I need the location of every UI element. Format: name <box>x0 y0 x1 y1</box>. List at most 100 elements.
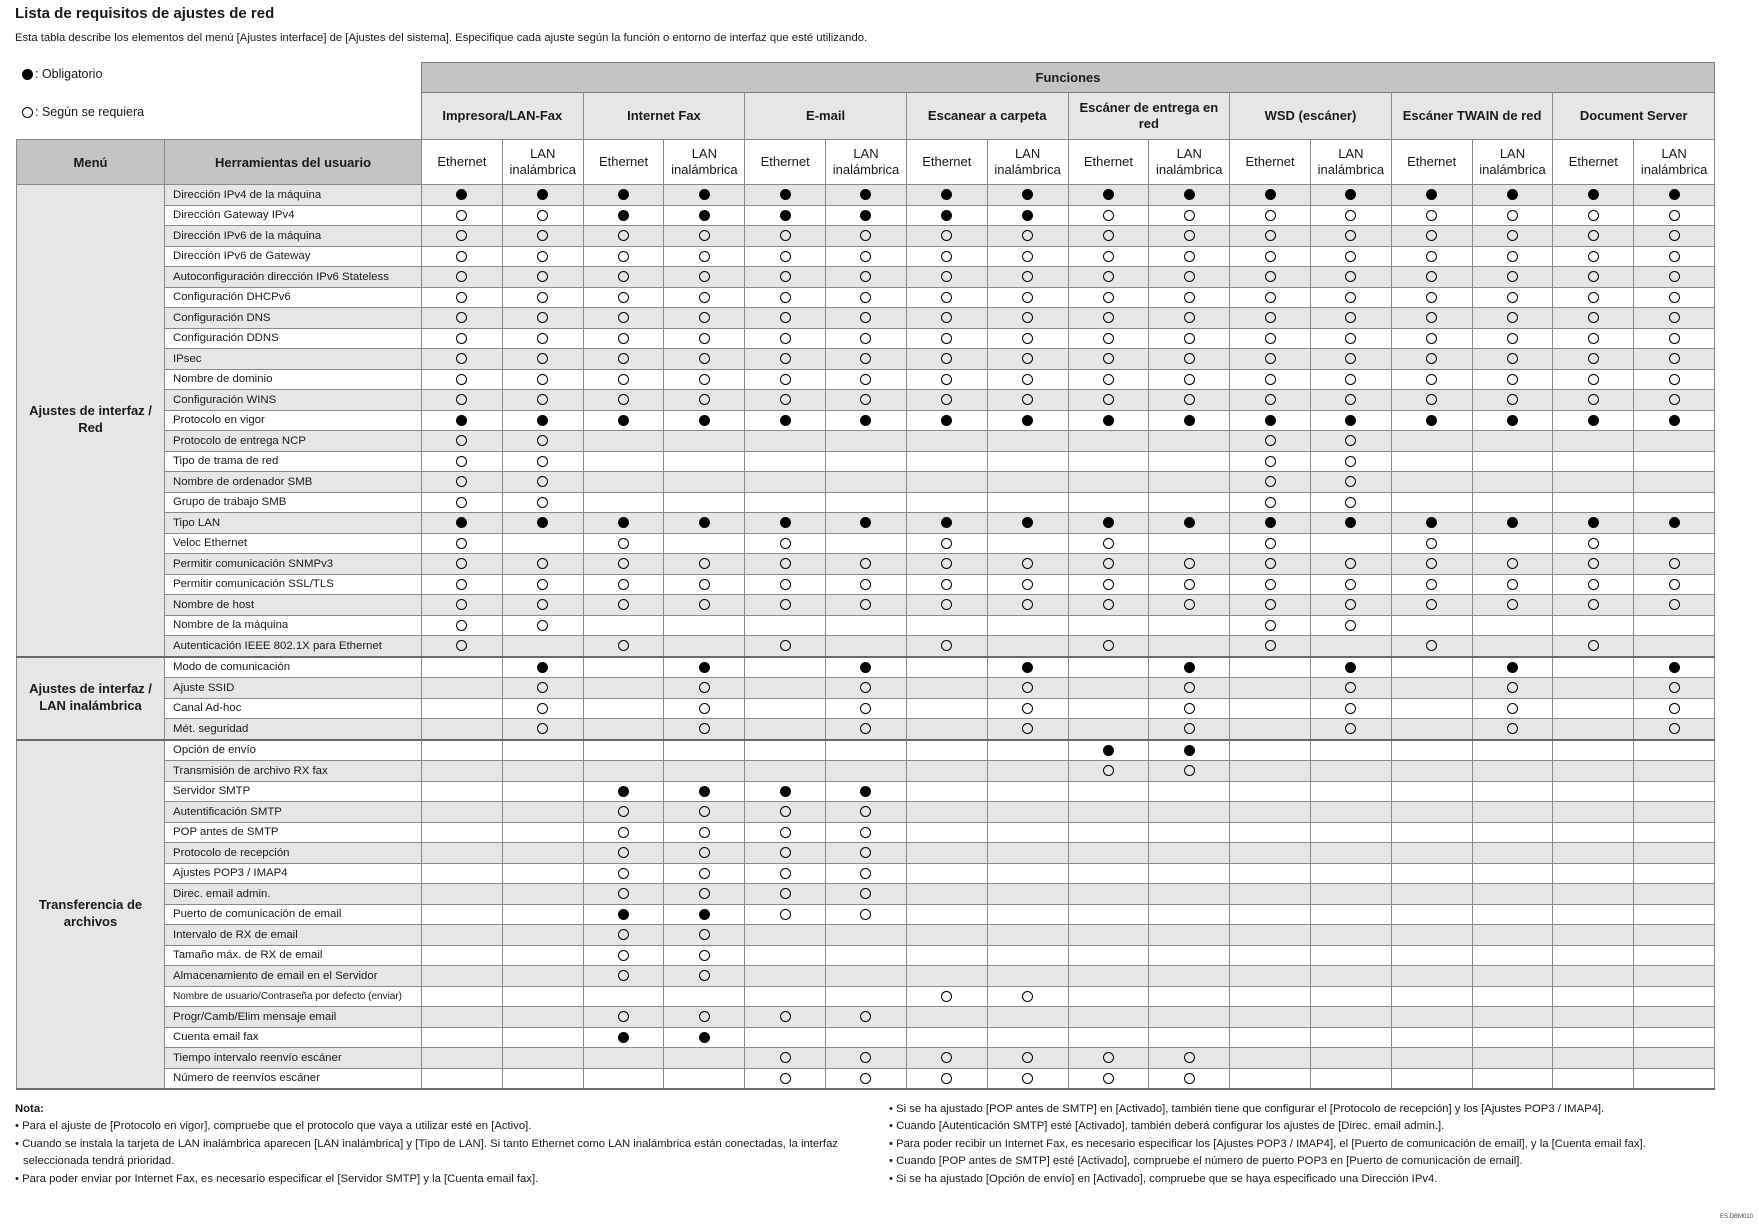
requirement-cell <box>1229 677 1311 699</box>
wireless-lan-header: LAN inalámbrica <box>1148 139 1231 185</box>
open-circle-icon <box>1022 599 1034 611</box>
requirement-cell <box>663 204 746 226</box>
requirement-cell <box>1309 348 1392 370</box>
requirement-cell <box>1390 348 1473 370</box>
open-circle-icon <box>1426 271 1438 283</box>
requirement-cell <box>501 780 584 802</box>
open-circle-icon <box>1102 353 1114 365</box>
open-circle-icon <box>1345 250 1357 262</box>
open-circle-icon <box>1426 599 1438 611</box>
requirement-cell <box>1148 801 1231 823</box>
requirement-cell <box>986 204 1069 226</box>
tool-name: Servidor SMTP <box>164 780 422 802</box>
filled-circle-icon <box>860 189 872 201</box>
open-circle-icon <box>618 353 630 365</box>
open-circle-icon <box>537 476 549 488</box>
open-circle-icon <box>456 373 468 385</box>
menu-group-label: Ajustes de interfaz / LAN inalámbrica <box>16 656 165 741</box>
tool-name: Permitir comunicación SSL/TLS <box>164 573 422 595</box>
open-circle-icon <box>779 867 791 879</box>
table-row: Transferencia de archivos Opción de envío <box>16 739 1716 1090</box>
requirement-cell <box>1552 368 1635 390</box>
requirement-cell <box>905 614 988 636</box>
open-circle-icon <box>1668 723 1680 735</box>
requirement-cell <box>1067 348 1150 370</box>
open-circle-icon <box>941 230 953 242</box>
open-circle-icon <box>698 394 710 406</box>
requirement-cell <box>1471 903 1554 925</box>
open-circle-icon <box>1183 209 1195 221</box>
requirement-cell <box>1471 760 1554 782</box>
open-circle-icon <box>537 394 549 406</box>
note-item: • Si se ha ajustado [POP antes de SMTP] … <box>889 1103 1605 1115</box>
requirement-cell <box>1552 389 1635 411</box>
requirement-cell <box>582 697 665 719</box>
requirement-cell <box>744 1067 827 1090</box>
filled-circle-icon <box>1345 517 1357 529</box>
open-circle-icon <box>618 1011 630 1023</box>
open-circle-icon <box>1183 765 1195 777</box>
note-item: • Cuando se instala la tarjeta de LAN in… <box>15 1137 838 1168</box>
open-circle-icon <box>618 949 630 961</box>
filled-circle-icon <box>698 1031 710 1043</box>
requirement-cell <box>1390 327 1473 349</box>
open-circle-icon <box>1183 599 1195 611</box>
open-circle-icon <box>1345 578 1357 590</box>
requirement-cell <box>1471 491 1554 513</box>
filled-circle-icon <box>941 517 953 529</box>
open-circle-icon <box>618 970 630 982</box>
filled-circle-icon <box>698 189 710 201</box>
requirement-cell <box>1633 985 1716 1007</box>
requirement-cell <box>1309 635 1392 658</box>
requirement-cell <box>663 842 746 864</box>
filled-circle-icon <box>537 414 549 426</box>
filled-circle-icon <box>941 189 953 201</box>
requirement-cell <box>501 985 584 1007</box>
requirement-cell <box>421 780 503 802</box>
table-row: Canal Ad-hoc <box>17 697 1716 719</box>
open-circle-icon <box>1264 312 1276 324</box>
requirement-cell <box>1229 760 1311 782</box>
requirement-cell <box>663 883 746 905</box>
requirement-cell <box>501 573 584 595</box>
filled-circle-icon <box>779 189 791 201</box>
requirement-cell <box>825 450 907 472</box>
requirement-cell <box>1390 697 1473 719</box>
open-circle-icon <box>1022 990 1034 1002</box>
requirement-cell <box>1390 532 1473 554</box>
requirement-cell <box>1390 409 1473 431</box>
function-header: WSD (escáner) <box>1229 92 1392 140</box>
requirement-cell <box>986 553 1069 575</box>
requirement-cell <box>1390 965 1473 987</box>
note-item: • Cuando [POP antes de SMTP] esté [Activ… <box>889 1155 1523 1168</box>
open-circle-icon <box>537 250 549 262</box>
open-circle-icon <box>860 599 872 611</box>
requirement-cell <box>1390 614 1473 636</box>
requirement-cell <box>1309 389 1392 411</box>
requirement-cell <box>1633 389 1716 411</box>
filled-circle-icon <box>1183 661 1195 673</box>
open-circle-icon <box>1022 291 1034 303</box>
filled-circle-icon <box>941 209 953 221</box>
requirement-cell <box>501 225 584 247</box>
open-circle-icon <box>941 1072 953 1084</box>
filled-circle-icon <box>1183 517 1195 529</box>
tool-name: Configuración DNS <box>164 307 422 329</box>
open-circle-icon <box>860 250 872 262</box>
requirement-cell <box>825 1067 907 1090</box>
requirement-cell <box>582 348 665 370</box>
ethernet-header: Ethernet <box>744 139 827 185</box>
requirement-cell <box>1229 471 1311 493</box>
open-circle-icon <box>779 1011 791 1023</box>
open-circle-icon <box>860 578 872 590</box>
legend-optional: : Según se requiera <box>22 105 144 119</box>
requirement-cell <box>421 965 503 987</box>
open-circle-icon <box>1264 250 1276 262</box>
open-circle-icon <box>537 435 549 447</box>
requirement-cell <box>905 1067 988 1090</box>
requirement-cell <box>1309 944 1392 966</box>
requirement-cell <box>663 327 746 349</box>
requirement-cell <box>744 266 827 288</box>
requirement-cell <box>825 883 907 905</box>
open-circle-icon <box>1264 599 1276 611</box>
